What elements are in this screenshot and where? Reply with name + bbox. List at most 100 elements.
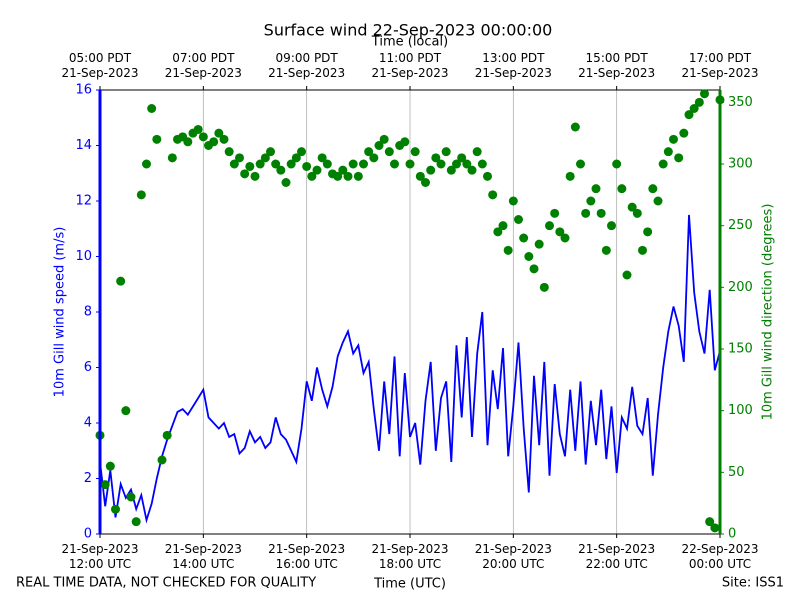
direction-point [674,153,684,163]
y-tick-label: 2 [84,471,92,486]
x-tick-label: 21-Sep-2023 18:00 UTC [371,542,449,571]
direction-point [493,227,503,237]
direction-point [390,159,399,169]
top-tick-label: 07:00 PDT 21-Sep-2023 [164,51,242,80]
direction-point [111,504,120,514]
direction-point [452,159,461,169]
direction-point [663,147,673,157]
x-tick-label: 21-Sep-2023 20:00 UTC [474,542,552,571]
direction-point [131,517,141,527]
direction-point [126,492,136,502]
direction-point [669,134,678,144]
top-tick-label: 13:00 PDT 21-Sep-2023 [474,51,552,80]
direction-point [488,190,498,200]
top-tick-label: 11:00 PDT 21-Sep-2023 [371,51,449,80]
y-tick-label: 10 [75,249,92,264]
direction-point [235,153,244,163]
direction-point [245,161,255,171]
direction-point [457,153,467,163]
direction-point [679,128,689,138]
direction-point [643,227,653,237]
direction-point [421,178,430,187]
direction-point [596,208,606,218]
direction-point [198,132,208,142]
site-label: Site: ISS1 [722,576,784,591]
direction-point [689,104,699,113]
direction-point [632,208,642,218]
direction-point [462,159,472,169]
direction-point [167,153,177,163]
direction-point [607,221,616,231]
chart-title: Surface wind 22-Sep-2023 00:00:00 [264,21,553,40]
direction-point [514,215,523,224]
y2-axis-label: 10m Gill wind direction (degrees) [761,204,776,421]
direction-point [638,245,647,255]
direction-point [364,147,374,157]
direction-point [472,147,482,157]
direction-point [100,480,110,490]
y2-tick-label: 100 [728,403,753,418]
direction-point [565,171,575,181]
x-axis-label: Time (UTC) [373,577,446,592]
direction-point [255,159,265,169]
direction-point [612,159,622,169]
top-tick-label: 15:00 PDT 21-Sep-2023 [578,51,656,80]
direction-point [105,461,115,471]
top-axis-label: Time (local) [371,35,448,50]
direction-point [477,159,487,169]
y2-tick-label: 350 [728,95,753,110]
y-tick-label: 14 [75,138,92,153]
direction-point [374,141,384,150]
x-tick-label: 21-Sep-2023 16:00 UTC [268,542,346,571]
direction-point [312,165,322,175]
direction-point [338,165,348,175]
direction-point [601,245,611,255]
direction-point [622,270,632,280]
direction-point [353,171,363,181]
y-tick-label: 16 [75,83,92,98]
direction-point [183,137,193,147]
direction-point [152,134,162,144]
direction-point [400,137,410,147]
x-tick-label: 21-Sep-2023 12:00 UTC [61,542,139,571]
direction-point [539,282,549,292]
direction-point [415,171,425,181]
direction-point [307,171,317,181]
direction-point [291,153,301,163]
direction-point [627,202,637,212]
direction-point [157,455,167,465]
direction-point [648,184,658,194]
direction-point [431,153,441,163]
y2-tick-label: 250 [728,218,753,233]
direction-point [209,137,219,147]
direction-point [684,110,694,120]
y-tick-label: 6 [84,360,92,375]
direction-point [576,159,585,169]
direction-point [534,239,544,249]
direction-point [193,124,203,134]
y2-tick-label: 200 [728,280,753,295]
direction-point [333,171,343,181]
direction-point [250,171,260,181]
y2-tick-label: 150 [728,342,753,357]
direction-point [483,171,492,181]
direction-point [700,89,709,99]
direction-point [441,147,451,157]
x-tick-label: 21-Sep-2023 14:00 UTC [164,542,242,571]
direction-point [343,171,353,181]
direction-point [581,208,591,218]
direction-point [302,161,312,171]
direction-point [653,196,663,206]
y-tick-label: 12 [75,194,92,209]
direction-point [276,165,286,175]
direction-point [710,523,720,533]
direction-point [384,147,394,157]
direction-point [586,196,596,206]
direction-point [560,233,570,243]
direction-point [405,159,415,169]
direction-point [229,159,239,169]
direction-point [219,134,229,144]
direction-point [224,147,234,157]
direction-point [116,276,126,286]
